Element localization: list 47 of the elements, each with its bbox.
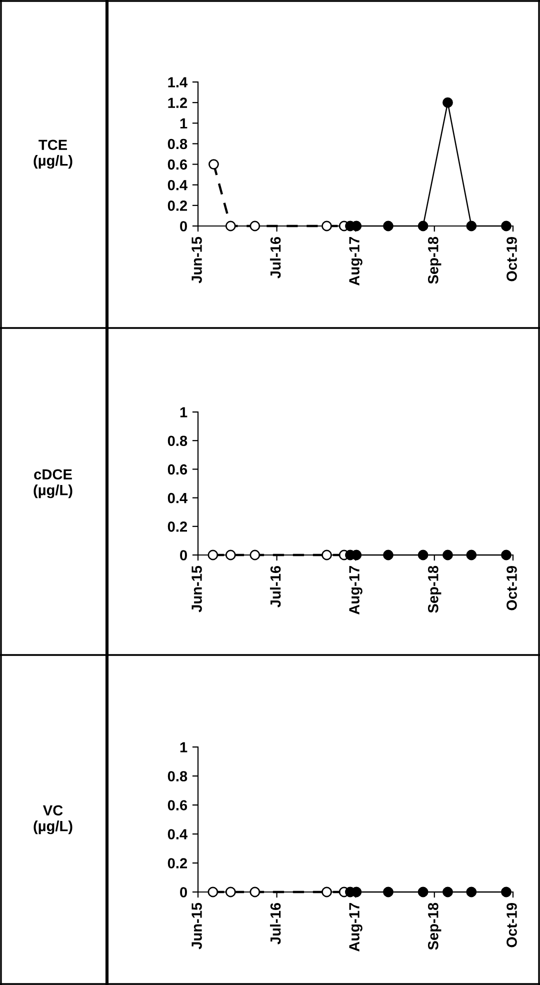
x-tick-label: Jul-16	[270, 566, 281, 608]
y-tick-label: 1.4	[168, 77, 188, 88]
x-tick-label: Sep-18	[428, 236, 442, 284]
y-tick-label: 0.2	[168, 858, 187, 868]
y-tick-label: 1	[180, 118, 188, 128]
y-tick-label: 0	[180, 550, 187, 560]
x-tick-label: Sep-18	[428, 566, 442, 613]
y-tick-label: 1	[180, 407, 188, 418]
y-tick-label: 0.6	[168, 800, 188, 810]
y-tick-label: 0.2	[168, 522, 187, 532]
point	[250, 220, 260, 232]
y-tick-label: 1.2	[168, 98, 187, 108]
x-tick-label: Oct-19	[506, 566, 517, 610]
y-tick-label: 0.4	[168, 180, 188, 190]
y-tick-label: 0.8	[168, 771, 188, 782]
x-tick-label: Aug-17	[349, 237, 362, 286]
x-tick-label: Jun-15	[192, 902, 202, 950]
point	[501, 220, 512, 232]
y-tick-label: 0.8	[168, 138, 188, 150]
x-tick-label: Jul-16	[270, 902, 281, 944]
y-axis-title: TCE (µg/L)	[34, 140, 72, 169]
y-tick-label: 1	[180, 742, 188, 752]
y-tick-label: 0.6	[168, 464, 188, 475]
x-tick-label: Jul-16	[270, 236, 281, 278]
y-tick-label: 0	[180, 221, 187, 232]
point	[225, 220, 236, 232]
y-axis-title: VC (µg/L)	[34, 805, 72, 834]
point	[383, 220, 394, 232]
x-tick-label: Oct-19	[506, 236, 517, 282]
y-axis-title: cDCE (µg/L)	[34, 469, 72, 498]
x-tick-label: Jun-15	[192, 566, 202, 612]
y-tick-label: 0.8	[168, 436, 188, 446]
y-tick-label: 0.2	[168, 200, 187, 211]
x-tick-label: Sep-18	[428, 902, 442, 950]
y-tick-label: 0.4	[168, 492, 188, 504]
y-tick-label: 0	[180, 887, 187, 898]
x-tick-label: Oct-19	[506, 902, 517, 948]
y-tick-label: 0.6	[168, 159, 188, 170]
x-tick-label: Aug-17	[349, 903, 362, 952]
y-tick-label: 0.4	[168, 829, 188, 840]
point	[208, 159, 219, 170]
x-tick-label: Jun-15	[192, 236, 202, 284]
point	[418, 220, 428, 232]
point	[442, 97, 453, 108]
point	[322, 220, 332, 232]
x-tick-label: Aug-17	[349, 566, 362, 614]
point	[466, 220, 477, 232]
